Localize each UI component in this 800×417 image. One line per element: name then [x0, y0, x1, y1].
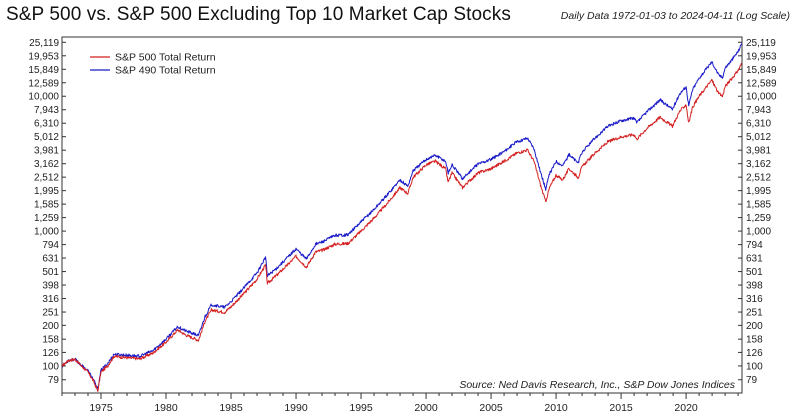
y-tick-label-right: 126 — [746, 348, 763, 359]
y-axis-right: 79 100 126 158 200 251 316 398 501 631 794 1,000 1,2… — [738, 38, 777, 386]
y-tick-label-right: 6,310 — [746, 119, 771, 130]
y-tick-label-left: 631 — [42, 254, 59, 265]
y-tick-label-right: 2,512 — [746, 173, 771, 184]
x-tick-label: 2005 — [479, 402, 503, 414]
series-lines — [61, 43, 743, 392]
y-tick-label-left: 398 — [42, 281, 59, 292]
y-tick-label-left: 158 — [42, 335, 59, 346]
y-tick-label-left: 6,310 — [34, 119, 59, 130]
x-tick-label: 2000 — [414, 402, 438, 414]
y-tick-label-right: 1,259 — [746, 213, 771, 224]
x-axis: 1975 1980 1985 1990 1995 2000 2005 2010 2015 2020 — [61, 393, 739, 414]
y-tick-label-right: 79 — [746, 375, 758, 386]
chart-title: S&P 500 vs. S&P 500 Excluding Top 10 Mar… — [6, 4, 511, 25]
y-tick-label-left: 10,000 — [28, 92, 59, 103]
y-tick-label-right: 25,119 — [746, 38, 776, 49]
y-tick-label-left: 1,995 — [34, 186, 59, 197]
y-tick-label-right: 316 — [746, 294, 763, 305]
x-tick-label: 1980 — [154, 402, 178, 414]
x-tick-label: 1990 — [284, 402, 308, 414]
y-tick-label-right: 3,162 — [746, 159, 771, 170]
chart-subtitle: Daily Data 1972-01-03 to 2024-04-11 (Log… — [560, 10, 790, 22]
x-tick-label: 2015 — [609, 402, 633, 414]
x-tick-label: 1985 — [219, 402, 243, 414]
y-tick-label-right: 5,012 — [746, 132, 771, 143]
y-tick-label-right: 501 — [746, 267, 763, 278]
y-tick-label-right: 12,589 — [746, 78, 777, 89]
y-tick-label-right: 15,849 — [746, 65, 777, 76]
source-note: Source: Ned Davis Research, Inc., S&P Do… — [459, 379, 735, 391]
y-tick-label-right: 7,943 — [746, 105, 771, 116]
x-tick-label: 1975 — [89, 402, 113, 414]
y-tick-label-left: 25,119 — [29, 38, 59, 49]
y-tick-label-right: 158 — [746, 335, 763, 346]
y-tick-label-left: 3,981 — [34, 146, 59, 157]
y-tick-label-left: 1,259 — [34, 213, 59, 224]
y-tick-label-left: 251 — [42, 308, 59, 319]
y-tick-label-left: 5,012 — [34, 132, 59, 143]
y-tick-label-right: 200 — [746, 321, 763, 332]
y-tick-label-left: 1,585 — [34, 200, 59, 211]
y-tick-label-left: 79 — [48, 375, 60, 386]
y-tick-label-right: 1,000 — [746, 227, 771, 238]
y-tick-label-right: 398 — [746, 281, 763, 292]
y-tick-label-left: 316 — [42, 294, 59, 305]
y-tick-label-left: 794 — [42, 240, 59, 251]
y-tick-label-left: 15,849 — [28, 65, 59, 76]
y-axis-left: 79 100 126 158 200 251 316 398 501 631 794 1,000 1,2… — [28, 38, 66, 386]
y-tick-label-left: 2,512 — [34, 173, 59, 184]
y-tick-label-left: 3,162 — [34, 159, 59, 170]
y-tick-label-right: 1,585 — [746, 200, 771, 211]
series-line-sp500 — [61, 62, 742, 392]
x-tick-label: 1995 — [349, 402, 373, 414]
y-tick-label-left: 19,953 — [28, 51, 59, 62]
x-tick-label: 2020 — [674, 402, 698, 414]
y-tick-label-left: 7,943 — [34, 105, 59, 116]
y-tick-label-left: 1,000 — [34, 227, 59, 238]
y-tick-label-right: 1,995 — [746, 186, 771, 197]
y-tick-label-left: 12,589 — [28, 78, 59, 89]
y-tick-label-right: 10,000 — [746, 92, 777, 103]
y-tick-label-right: 794 — [746, 240, 763, 251]
y-tick-label-left: 100 — [42, 361, 59, 372]
y-tick-label-right: 19,953 — [746, 51, 777, 62]
series-line-sp490 — [61, 43, 743, 392]
y-tick-label-left: 200 — [42, 321, 59, 332]
y-tick-label-right: 251 — [746, 308, 763, 319]
x-tick-label: 2010 — [544, 402, 568, 414]
y-tick-label-right: 3,981 — [746, 146, 771, 157]
y-tick-label-left: 126 — [42, 348, 59, 359]
y-tick-label-right: 631 — [746, 254, 763, 265]
y-tick-label-left: 501 — [42, 267, 59, 278]
legend-label: S&P 490 Total Return — [115, 65, 216, 77]
legend-label: S&P 500 Total Return — [115, 52, 216, 64]
y-tick-label-right: 100 — [746, 361, 763, 372]
